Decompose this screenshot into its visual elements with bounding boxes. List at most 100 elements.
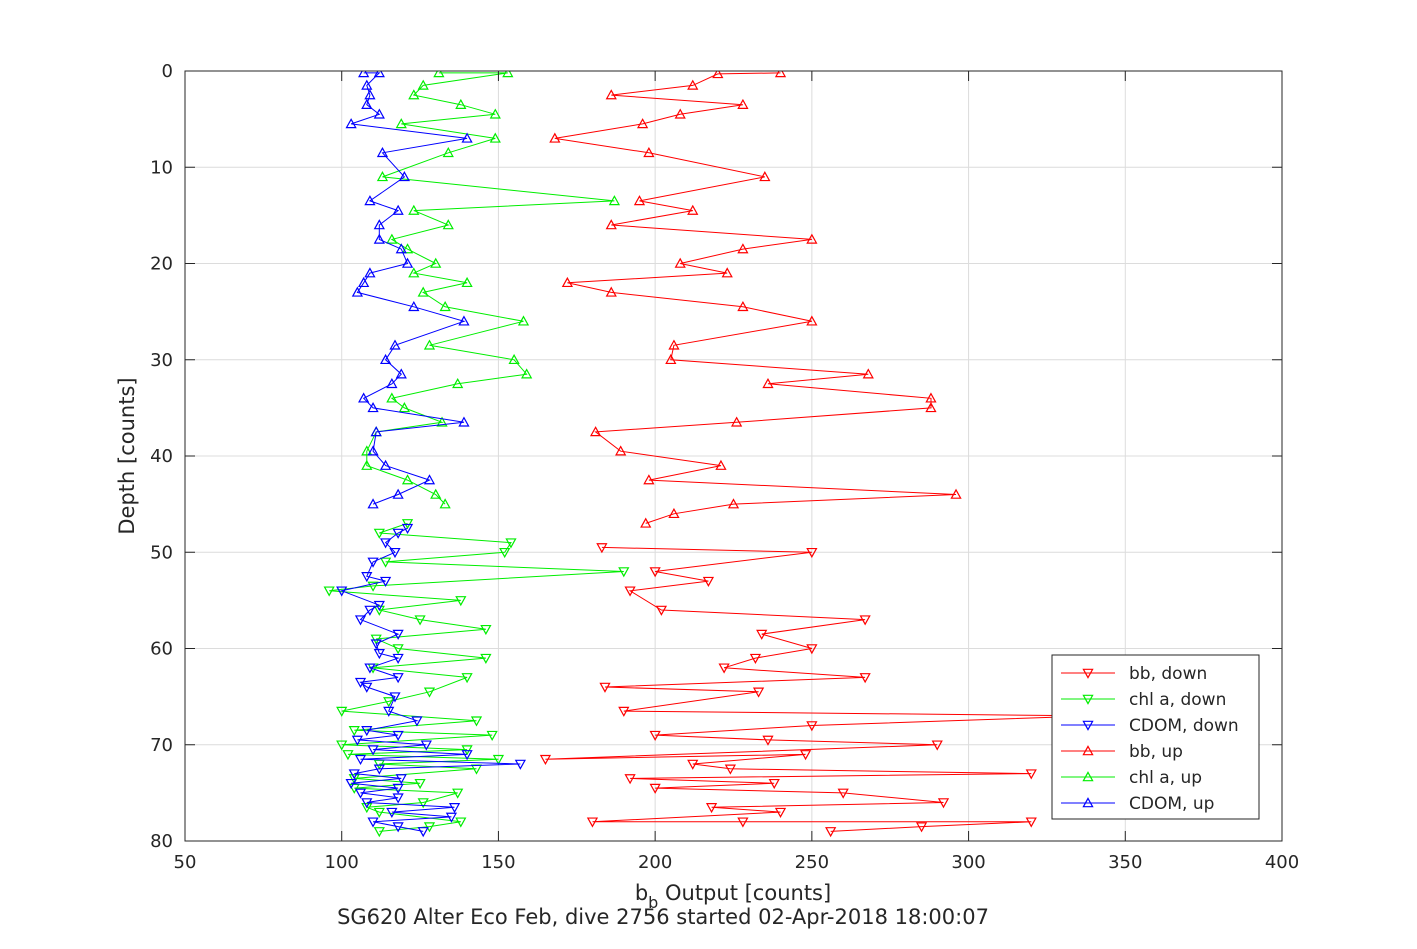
data-point xyxy=(392,488,404,499)
series-line xyxy=(554,72,957,524)
data-point xyxy=(373,528,385,539)
data-point xyxy=(470,716,483,727)
data-point xyxy=(389,339,401,350)
series-line xyxy=(339,527,521,832)
data-point xyxy=(749,653,762,664)
legend-label: bb, down xyxy=(1129,664,1207,684)
series-line xyxy=(366,72,615,505)
data-point xyxy=(674,257,686,268)
data-point xyxy=(458,416,470,427)
data-point xyxy=(668,507,680,519)
data-point xyxy=(636,118,649,129)
data-point xyxy=(731,416,743,427)
x-tick-label: 250 xyxy=(795,852,829,873)
data-point xyxy=(420,740,432,751)
data-point xyxy=(452,377,464,389)
data-point xyxy=(687,204,699,215)
data-point xyxy=(379,353,392,365)
data-point xyxy=(367,581,379,592)
data-point xyxy=(392,783,404,794)
data-point xyxy=(373,764,385,775)
data-point xyxy=(354,677,367,689)
data-point xyxy=(364,195,376,206)
y-tick-label: 60 xyxy=(150,639,173,660)
data-point xyxy=(408,204,420,215)
data-point xyxy=(461,132,473,143)
data-point xyxy=(505,538,517,549)
data-point xyxy=(586,817,599,828)
data-point xyxy=(499,547,511,559)
y-tick-label: 40 xyxy=(150,446,173,467)
x-tick-label: 350 xyxy=(1108,852,1142,873)
data-point xyxy=(915,822,928,833)
data-point xyxy=(358,392,370,403)
data-point xyxy=(379,459,392,470)
data-point xyxy=(618,567,630,578)
data-point xyxy=(687,79,699,90)
data-point xyxy=(367,498,379,509)
data-point xyxy=(345,778,357,790)
data-point xyxy=(414,615,426,626)
data-point xyxy=(925,392,937,403)
data-point xyxy=(361,459,373,470)
data-point xyxy=(348,783,360,794)
data-point xyxy=(423,474,436,485)
data-point xyxy=(655,605,668,616)
data-point xyxy=(806,721,818,732)
data-point xyxy=(615,445,627,456)
data-point xyxy=(373,219,385,230)
x-tick-label: 50 xyxy=(174,852,197,873)
data-point xyxy=(370,639,382,650)
data-point xyxy=(361,798,373,809)
legend-marker xyxy=(1082,771,1094,782)
data-point xyxy=(665,353,677,365)
legend-marker xyxy=(1082,797,1094,808)
data-point xyxy=(367,817,379,828)
data-point xyxy=(401,474,414,485)
y-tick-label: 20 xyxy=(150,254,173,275)
data-point xyxy=(618,706,630,717)
data-point xyxy=(361,803,373,814)
data-point xyxy=(376,171,389,182)
data-point xyxy=(392,644,404,655)
data-point xyxy=(361,445,373,456)
legend: bb, down chl a, down CDOM, down bb, up chl a… xyxy=(1051,654,1260,820)
data-point xyxy=(718,663,730,674)
x-tick-label: 200 xyxy=(638,852,672,873)
data-point xyxy=(931,740,943,751)
data-point xyxy=(373,233,385,244)
series-3 xyxy=(549,71,962,528)
data-point xyxy=(461,673,473,684)
data-point xyxy=(455,596,467,607)
series-layer xyxy=(323,71,1100,838)
data-point xyxy=(445,812,458,823)
data-point xyxy=(373,649,385,660)
data-point xyxy=(508,353,520,365)
data-point xyxy=(561,276,574,288)
data-point xyxy=(379,576,392,587)
data-point xyxy=(423,687,436,698)
data-point xyxy=(668,339,680,350)
data-point xyxy=(386,233,398,244)
data-point xyxy=(376,146,389,158)
data-point xyxy=(379,557,392,568)
data-point xyxy=(489,132,501,143)
data-point xyxy=(517,315,530,326)
data-point xyxy=(392,822,404,833)
data-point xyxy=(361,682,373,693)
legend-label: chl a, up xyxy=(1129,768,1202,788)
data-point xyxy=(950,488,962,499)
y-tick-label: 0 xyxy=(162,61,173,82)
data-point xyxy=(605,89,617,100)
data-point xyxy=(392,629,404,640)
series-5 xyxy=(345,71,473,509)
data-point xyxy=(373,71,385,78)
data-point xyxy=(342,750,354,761)
data-point xyxy=(605,219,617,230)
data-point xyxy=(461,276,473,288)
data-point xyxy=(395,774,407,785)
data-point xyxy=(624,586,636,597)
data-point xyxy=(383,706,395,717)
data-point xyxy=(937,798,950,809)
